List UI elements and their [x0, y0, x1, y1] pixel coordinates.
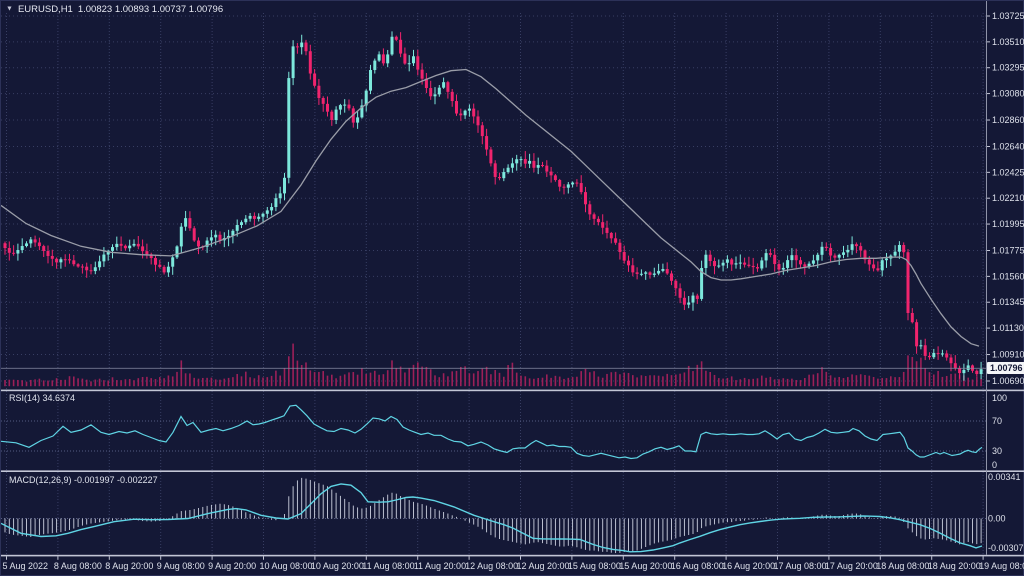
svg-text:1.03080: 1.03080	[992, 89, 1024, 99]
svg-text:1.01345: 1.01345	[992, 297, 1024, 307]
symbol-timeframe-label: EURUSD,H1	[17, 4, 73, 15]
svg-text:9 Aug 20:00: 9 Aug 20:00	[208, 561, 256, 571]
svg-text:10 Aug 08:00: 10 Aug 08:00	[260, 561, 313, 571]
svg-text:10 Aug 20:00: 10 Aug 20:00	[311, 561, 364, 571]
price-axis[interactable]	[987, 1, 1024, 555]
svg-text:1.00910: 1.00910	[992, 350, 1024, 360]
svg-text:1.02860: 1.02860	[992, 115, 1024, 125]
svg-text:0: 0	[992, 460, 997, 470]
svg-text:8 Aug 08:00: 8 Aug 08:00	[54, 561, 102, 571]
svg-text:15 Aug 08:00: 15 Aug 08:00	[568, 561, 621, 571]
svg-text:0.00341: 0.00341	[988, 472, 1021, 482]
svg-text:100: 100	[992, 393, 1007, 403]
svg-text:1.00690: 1.00690	[992, 376, 1024, 386]
symbol-dropdown-icon[interactable]: ▼	[6, 5, 13, 13]
macd-pane[interactable]	[1, 472, 986, 554]
svg-text:9 Aug 08:00: 9 Aug 08:00	[157, 561, 205, 571]
svg-text:11 Aug 20:00: 11 Aug 20:00	[414, 561, 466, 571]
svg-text:-0.003072: -0.003072	[988, 543, 1024, 553]
svg-text:18 Aug 20:00: 18 Aug 20:00	[928, 561, 981, 571]
rsi-pane[interactable]	[1, 392, 986, 470]
macd-indicator-label: MACD(12,26,9) -0.001997 -0.002227	[9, 475, 158, 485]
svg-text:11 Aug 08:00: 11 Aug 08:00	[362, 561, 414, 571]
svg-text:1.03510: 1.03510	[992, 37, 1024, 47]
svg-text:1.02640: 1.02640	[992, 141, 1024, 151]
svg-text:1.02210: 1.02210	[992, 193, 1024, 203]
svg-text:19 Aug 08:00: 19 Aug 08:00	[979, 561, 1024, 571]
svg-text:18 Aug 08:00: 18 Aug 08:00	[876, 561, 929, 571]
svg-text:1.01995: 1.01995	[992, 219, 1024, 229]
svg-text:8 Aug 20:00: 8 Aug 20:00	[105, 561, 153, 571]
svg-text:0.00: 0.00	[988, 514, 1006, 524]
svg-text:5 Aug 2022: 5 Aug 2022	[3, 561, 49, 571]
svg-text:30: 30	[992, 446, 1002, 456]
svg-text:1.01560: 1.01560	[992, 271, 1024, 281]
svg-text:17 Aug 08:00: 17 Aug 08:00	[774, 561, 827, 571]
current-bid-price-tag: 1.00796	[987, 362, 1024, 374]
chart-title-bar: ▼ EURUSD,H1 1.00823 1.00893 1.00737 1.00…	[6, 4, 223, 15]
svg-text:16 Aug 08:00: 16 Aug 08:00	[671, 561, 724, 571]
rsi-indicator-label: RSI(14) 34.6374	[9, 393, 76, 403]
svg-text:1.01130: 1.01130	[992, 323, 1024, 333]
time-axis[interactable]	[1, 557, 1024, 576]
svg-text:1.03295: 1.03295	[992, 63, 1024, 73]
svg-text:70: 70	[992, 416, 1002, 426]
svg-text:16 Aug 20:00: 16 Aug 20:00	[722, 561, 775, 571]
svg-text:1.01775: 1.01775	[992, 246, 1024, 256]
ohlc-readout: 1.00823 1.00893 1.00737 1.00796	[77, 4, 224, 15]
svg-text:17 Aug 20:00: 17 Aug 20:00	[825, 561, 878, 571]
svg-text:12 Aug 20:00: 12 Aug 20:00	[517, 561, 570, 571]
svg-text:1.02425: 1.02425	[992, 167, 1024, 177]
svg-text:15 Aug 20:00: 15 Aug 20:00	[619, 561, 672, 571]
main-price-pane[interactable]	[1, 12, 986, 389]
svg-text:1.03725: 1.03725	[992, 11, 1024, 21]
svg-text:12 Aug 08:00: 12 Aug 08:00	[465, 561, 518, 571]
